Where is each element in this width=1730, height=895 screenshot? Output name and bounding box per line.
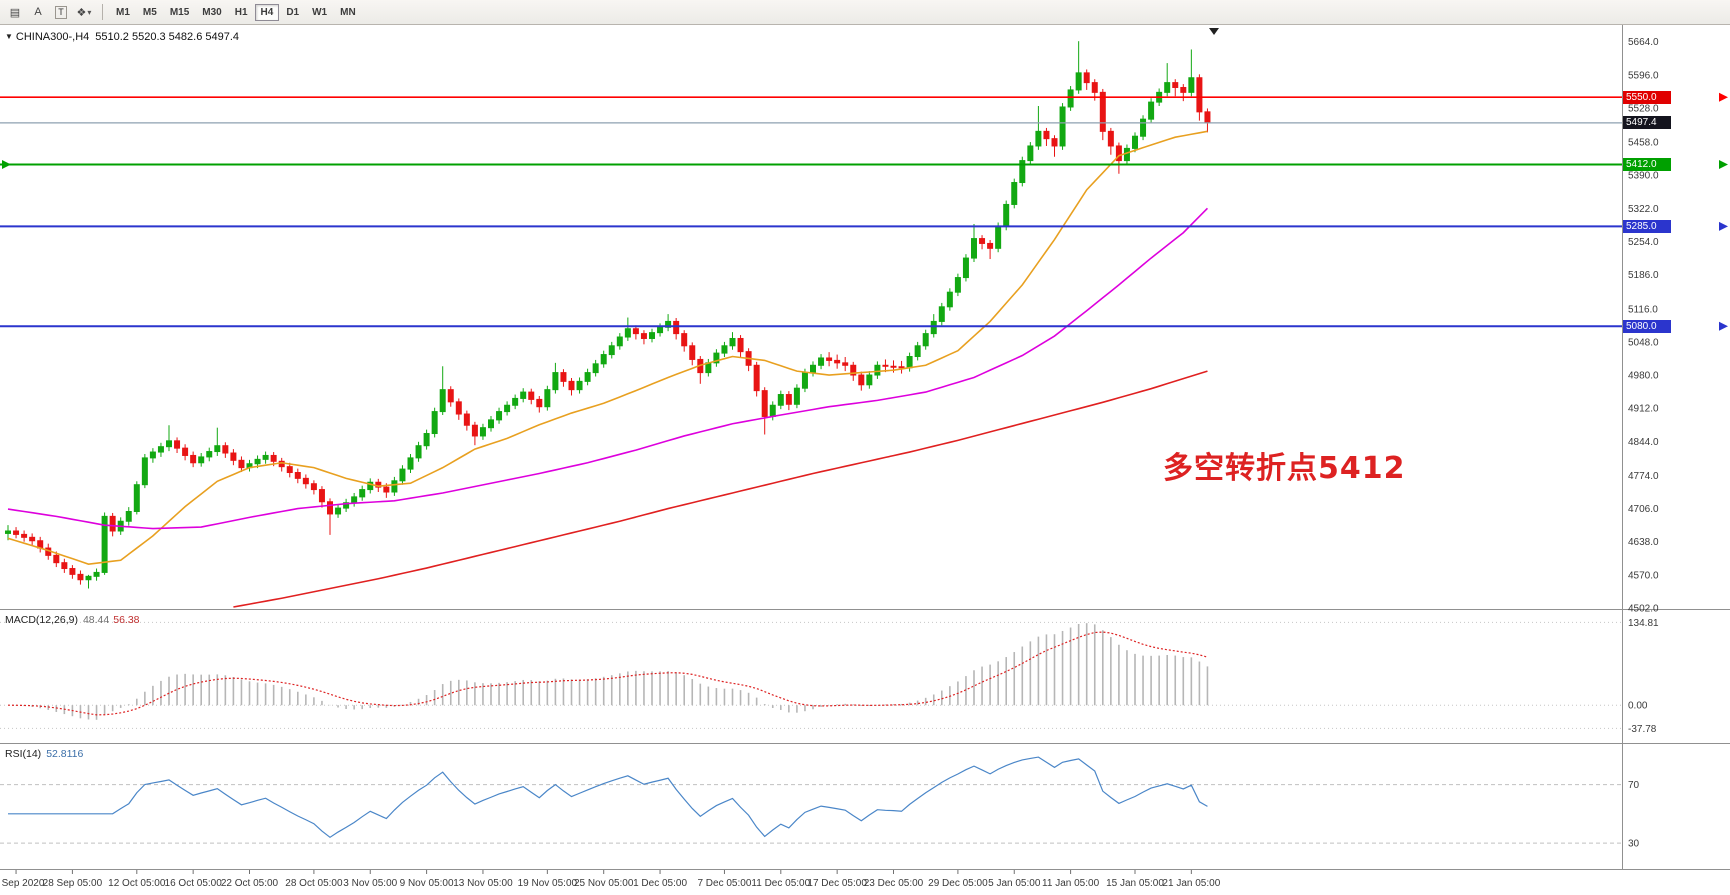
- timeframe-mn-button[interactable]: MN: [334, 4, 362, 21]
- svg-text:-37.78: -37.78: [1628, 724, 1657, 735]
- symbol-collapse-icon[interactable]: ▼: [5, 32, 13, 41]
- svg-text:5664.0: 5664.0: [1628, 37, 1659, 48]
- shapes-tool-dropdown[interactable]: ❖ ▾: [73, 2, 95, 22]
- svg-text:5186.0: 5186.0: [1628, 270, 1659, 281]
- chart-annotation: 多空转折点5412: [1163, 451, 1406, 486]
- svg-text:70: 70: [1628, 780, 1640, 791]
- svg-text:5390.0: 5390.0: [1628, 171, 1659, 182]
- svg-text:4774.0: 4774.0: [1628, 471, 1659, 482]
- svg-text:5528.0: 5528.0: [1628, 103, 1659, 114]
- svg-text:5322.0: 5322.0: [1628, 204, 1659, 215]
- macd-label: MACD(12,26,9): [5, 614, 78, 626]
- chart-canvas[interactable]: 5664.0 5596.0 5528.0 5458.0 5390.0 5322.0 5254…: [0, 25, 1730, 895]
- price-level-tag: 5412.0: [1623, 157, 1671, 171]
- svg-text:25 Nov 05:00: 25 Nov 05:00: [574, 878, 634, 889]
- timeframe-m15-button[interactable]: M15: [164, 4, 195, 21]
- svg-text:1 Dec 05:00: 1 Dec 05:00: [633, 878, 687, 889]
- svg-text:5116.0: 5116.0: [1628, 304, 1658, 315]
- timeframe-h1-button[interactable]: H1: [229, 4, 254, 21]
- svg-text:5458.0: 5458.0: [1628, 138, 1659, 149]
- timeframe-w1-button[interactable]: W1: [306, 4, 333, 21]
- shapes-icon: ❖: [76, 6, 87, 19]
- ohlc-values-text: 5510.2 5520.3 5482.6 5497.4: [95, 31, 240, 43]
- svg-text:28 Sep 05:00: 28 Sep 05:00: [43, 878, 103, 889]
- macd-signal-value: 56.38: [113, 614, 140, 626]
- price-axis: 5664.0 5596.0 5528.0 5458.0 5390.0 5322.0 5254…: [1628, 37, 1659, 614]
- svg-text:5596.0: 5596.0: [1628, 70, 1659, 81]
- svg-text:4502.0: 4502.0: [1628, 604, 1659, 615]
- price-level-tag: 5080.0: [1623, 319, 1671, 333]
- timeframe-m30-button[interactable]: M30: [196, 4, 227, 21]
- text-box-tool-button[interactable]: T: [50, 2, 72, 22]
- rsi-header: RSI(14) 52.8116: [5, 748, 83, 760]
- svg-text:13 Nov 05:00: 13 Nov 05:00: [453, 878, 513, 889]
- ma-fast-orange: [7, 130, 1208, 565]
- timeframe-m5-button[interactable]: M5: [137, 4, 163, 21]
- text-box-icon: T: [55, 5, 67, 19]
- svg-text:5048.0: 5048.0: [1628, 337, 1659, 348]
- svg-text:5254.0: 5254.0: [1628, 237, 1659, 248]
- svg-text:4706.0: 4706.0: [1628, 504, 1659, 515]
- toolbar: ▤ A T ❖ ▾ M1 M5 M15 M30 H1 H4 D1 W1 MN: [0, 0, 1730, 25]
- svg-text:4980.0: 4980.0: [1628, 371, 1659, 382]
- rsi-label: RSI(14): [5, 748, 42, 760]
- rsi-line: [8, 756, 1208, 839]
- svg-text:17 Dec 05:00: 17 Dec 05:00: [807, 878, 867, 889]
- svg-text:4638.0: 4638.0: [1628, 537, 1659, 548]
- timeframe-m1-button[interactable]: M1: [110, 4, 136, 21]
- caret-down-icon: ▾: [87, 7, 92, 17]
- current-price-tag: 5497.4: [1623, 116, 1671, 130]
- chart-shift-marker: [1209, 28, 1219, 35]
- svg-text:30: 30: [1628, 839, 1640, 850]
- text-label-tool-button[interactable]: A: [34, 6, 42, 18]
- svg-text:29 Dec 05:00: 29 Dec 05:00: [928, 878, 988, 889]
- toolbar-separator: [102, 4, 103, 20]
- candlestick-series: [5, 41, 1211, 589]
- rsi-value: 52.8116: [46, 748, 84, 760]
- svg-text:12 Oct 05:00: 12 Oct 05:00: [108, 878, 166, 889]
- macd-grid: 134.81 0.00 -37.78: [0, 618, 1659, 735]
- svg-text:9 Nov 05:00: 9 Nov 05:00: [400, 878, 454, 889]
- level-lines: [0, 92, 1728, 331]
- ma-slow-red: [233, 370, 1208, 608]
- rsi-grid: 70 30: [0, 780, 1640, 850]
- chart-symbol-title: ▼ CHINA300-,H4 5510.2 5520.3 5482.6 5497.4: [5, 31, 239, 43]
- svg-text:3 Nov 05:00: 3 Nov 05:00: [343, 878, 397, 889]
- svg-text:22 Sep 2020: 22 Sep 2020: [0, 878, 45, 889]
- macd-header: MACD(12,26,9) 48.44 56.38: [5, 614, 140, 626]
- chart-grid-icon[interactable]: ▤: [9, 6, 21, 19]
- svg-text:16 Oct 05:00: 16 Oct 05:00: [165, 878, 223, 889]
- svg-text:4844.0: 4844.0: [1628, 437, 1659, 448]
- svg-text:4570.0: 4570.0: [1628, 570, 1659, 581]
- svg-text:5 Jan 05:00: 5 Jan 05:00: [988, 878, 1041, 889]
- chart-region[interactable]: 5664.0 5596.0 5528.0 5458.0 5390.0 5322.0 5254…: [0, 25, 1730, 895]
- svg-text:7 Dec 05:00: 7 Dec 05:00: [697, 878, 751, 889]
- svg-text:11 Dec 05:00: 11 Dec 05:00: [751, 878, 810, 889]
- panel-borders: [0, 25, 1730, 870]
- price-level-tag: 5550.0: [1623, 90, 1671, 104]
- svg-text:22 Oct 05:00: 22 Oct 05:00: [221, 878, 279, 889]
- ma-medium-magenta: [7, 207, 1209, 530]
- symbol-period-text: CHINA300-,H4: [15, 31, 90, 43]
- svg-text:15 Jan 05:00: 15 Jan 05:00: [1106, 878, 1164, 889]
- svg-text:134.81: 134.81: [1628, 618, 1659, 629]
- svg-text:11 Jan 05:00: 11 Jan 05:00: [1042, 878, 1100, 889]
- macd-signal-line: [7, 631, 1208, 716]
- svg-text:19 Nov 05:00: 19 Nov 05:00: [518, 878, 578, 889]
- svg-text:4912.0: 4912.0: [1628, 404, 1659, 415]
- svg-text:21 Jan 05:00: 21 Jan 05:00: [1162, 878, 1220, 889]
- macd-value: 48.44: [82, 614, 110, 626]
- price-level-tag: 5285.0: [1623, 219, 1671, 233]
- svg-text:28 Oct 05:00: 28 Oct 05:00: [285, 878, 343, 889]
- timeframe-h4-button[interactable]: H4: [254, 3, 280, 21]
- svg-text:0.00: 0.00: [1628, 701, 1648, 712]
- macd-histogram: [15, 623, 1209, 720]
- svg-text:23 Dec 05:00: 23 Dec 05:00: [864, 878, 924, 889]
- timeframe-d1-button[interactable]: D1: [280, 4, 305, 21]
